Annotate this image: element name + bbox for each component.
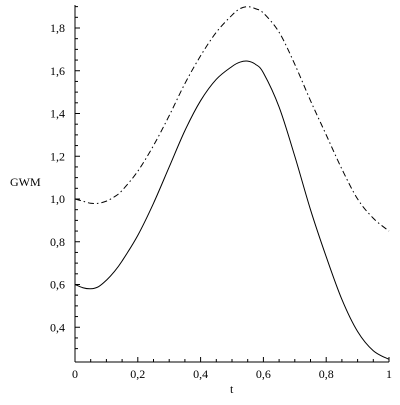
ticks-group: 0,4 0,6 0,8 1,0 1,2 1,4 1,6 1,8 0 0,2 0,4 0,6 0,8 1 — [50, 6, 392, 381]
x-axis-label: t — [230, 382, 234, 396]
x-tick-label: 0,4 — [193, 367, 208, 381]
y-tick-label: 1,4 — [50, 107, 65, 121]
series-line-dash-dot — [74, 6, 390, 232]
y-tick-label: 0,6 — [50, 278, 65, 292]
series-line-solid — [74, 60, 390, 360]
x-tick-label: 0,6 — [256, 367, 271, 381]
x-tick-label: 0 — [72, 367, 78, 381]
y-tick-label: 0,8 — [50, 235, 65, 249]
axes-group — [74, 5, 389, 363]
y-axis-label: GWM — [10, 175, 41, 189]
x-tick-label: 0,2 — [130, 367, 145, 381]
x-tick-label: 0,8 — [319, 367, 334, 381]
y-tick-label: 1,2 — [50, 149, 65, 163]
series-group — [74, 6, 390, 360]
y-tick-label: 1,0 — [50, 192, 65, 206]
y-tick-label: 1,8 — [50, 21, 65, 35]
x-tick-label: 1 — [386, 367, 392, 381]
y-tick-label: 1,6 — [50, 64, 65, 78]
y-tick-label: 0,4 — [50, 320, 65, 334]
